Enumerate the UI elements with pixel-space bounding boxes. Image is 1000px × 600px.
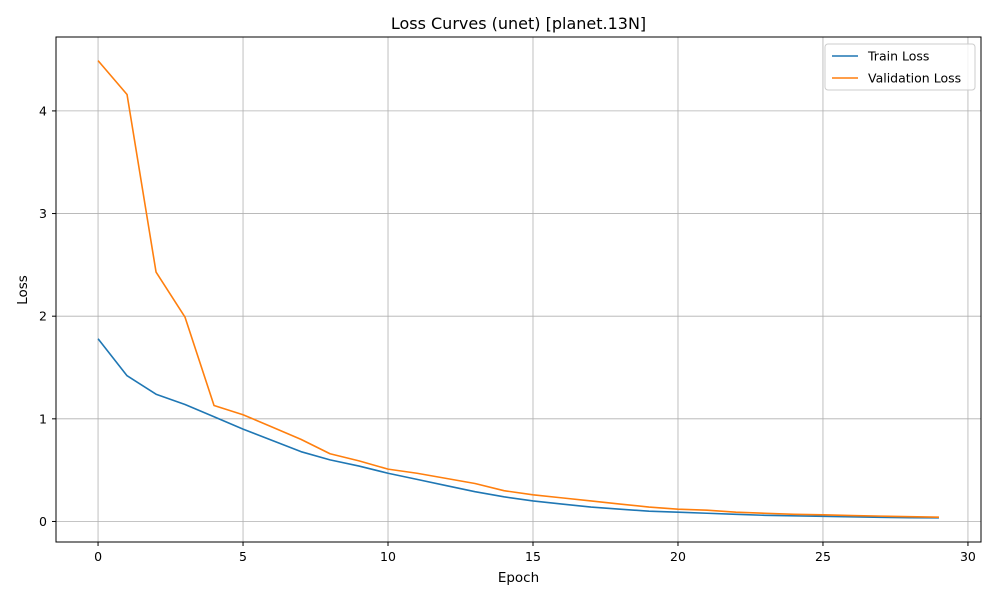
grid-lines — [56, 37, 981, 542]
legend-box — [824, 43, 976, 91]
y-tick-label: 2 — [39, 309, 47, 324]
legend-train-loss-label: Train Loss — [867, 49, 929, 64]
plot-frame — [55, 36, 982, 543]
y-tick-label: 0 — [39, 514, 47, 529]
y-tick-label: 1 — [39, 411, 47, 426]
train-loss-line — [97, 338, 939, 519]
series-lines — [97, 60, 939, 519]
y-tick-label: 3 — [39, 206, 47, 221]
chart-title: Loss Curves (unet) [planet.13N] — [391, 14, 646, 33]
y-tick-label: 4 — [39, 103, 47, 118]
x-tick-label: 5 — [239, 549, 247, 564]
x-tick-label: 20 — [670, 549, 686, 564]
x-axis-title: Epoch — [498, 570, 539, 586]
x-tick-label: 30 — [960, 549, 976, 564]
legend: Train Loss Validation Loss — [824, 43, 976, 91]
x-tick-label: 0 — [94, 549, 102, 564]
axis-ticks: 0 5 10 15 20 25 30 0 1 2 3 4 — [39, 103, 976, 564]
x-tick-label: 25 — [815, 549, 831, 564]
x-tick-label: 10 — [380, 549, 396, 564]
x-tick-label: 15 — [525, 549, 541, 564]
validation-loss-line — [97, 60, 939, 518]
y-axis-title: Loss — [15, 275, 31, 305]
legend-validation-loss-label: Validation Loss — [868, 71, 961, 86]
